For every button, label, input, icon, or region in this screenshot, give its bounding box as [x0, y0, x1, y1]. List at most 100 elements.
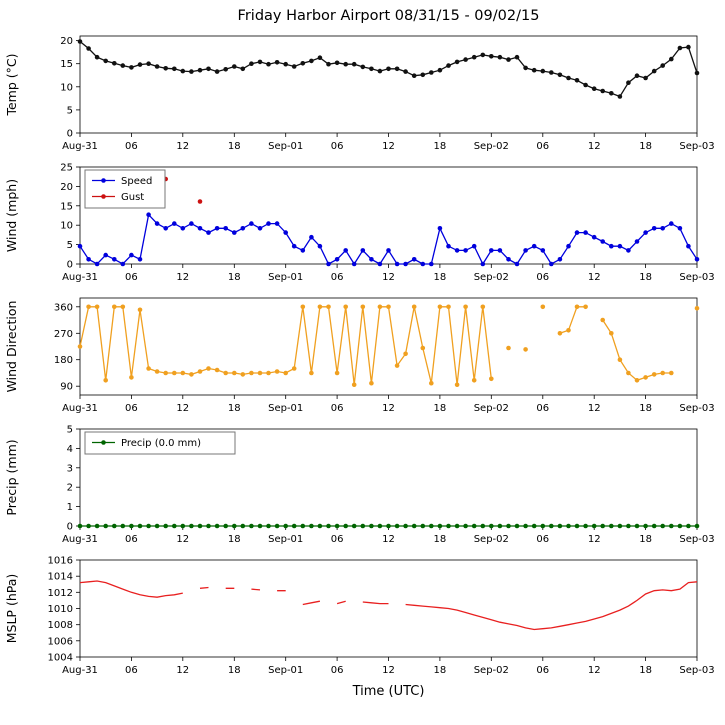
svg-text:Sep-01: Sep-01 — [268, 403, 303, 414]
svg-text:Wind Direction: Wind Direction — [4, 301, 19, 393]
svg-text:10: 10 — [60, 221, 73, 232]
svg-text:18: 18 — [228, 665, 241, 676]
svg-text:06: 06 — [331, 403, 344, 414]
svg-text:5: 5 — [67, 425, 73, 436]
svg-text:Sep-03: Sep-03 — [679, 403, 714, 414]
svg-text:Sep-03: Sep-03 — [679, 141, 714, 152]
svg-text:Sep-03: Sep-03 — [679, 534, 714, 545]
svg-text:06: 06 — [331, 141, 344, 152]
svg-text:18: 18 — [639, 272, 652, 283]
svg-text:0: 0 — [67, 522, 73, 533]
svg-text:10: 10 — [60, 82, 73, 93]
svg-text:Sep-02: Sep-02 — [474, 403, 509, 414]
svg-text:5: 5 — [67, 240, 73, 251]
svg-text:3: 3 — [67, 463, 73, 474]
svg-text:12: 12 — [382, 403, 395, 414]
svg-text:360: 360 — [54, 302, 73, 313]
svg-text:12: 12 — [382, 534, 395, 545]
svg-text:06: 06 — [125, 665, 138, 676]
svg-text:06: 06 — [331, 272, 344, 283]
svg-text:1006: 1006 — [48, 636, 73, 647]
svg-text:1010: 1010 — [48, 604, 73, 615]
svg-text:Sep-01: Sep-01 — [268, 534, 303, 545]
svg-text:06: 06 — [125, 403, 138, 414]
temp-subplot: 0 5 10 15 20 Aug-31 06 12 18 Sep-01 06 12 18 Sep-02 06… — [4, 35, 715, 152]
svg-text:12: 12 — [588, 534, 601, 545]
svg-text:06: 06 — [536, 403, 549, 414]
svg-text:18: 18 — [434, 141, 447, 152]
svg-text:06: 06 — [125, 534, 138, 545]
svg-text:12: 12 — [382, 141, 395, 152]
svg-text:1016: 1016 — [48, 556, 73, 567]
svg-text:06: 06 — [536, 534, 549, 545]
svg-text:Aug-31: Aug-31 — [62, 665, 98, 676]
wind-direction-subplot: 90 180 270 360 Aug-31 06 12 18 Sep-01 06 12 18 Sep-0… — [4, 297, 715, 414]
svg-text:Gust: Gust — [121, 192, 144, 203]
svg-text:06: 06 — [125, 272, 138, 283]
svg-text:18: 18 — [228, 403, 241, 414]
svg-text:Sep-01: Sep-01 — [268, 141, 303, 152]
svg-text:06: 06 — [536, 665, 549, 676]
svg-text:18: 18 — [434, 272, 447, 283]
svg-text:Sep-02: Sep-02 — [474, 141, 509, 152]
svg-text:1: 1 — [67, 502, 73, 513]
svg-text:18: 18 — [434, 403, 447, 414]
svg-text:25: 25 — [60, 163, 73, 174]
svg-text:12: 12 — [588, 141, 601, 152]
svg-text:Sep-02: Sep-02 — [474, 272, 509, 283]
svg-text:18: 18 — [639, 403, 652, 414]
svg-text:2: 2 — [67, 483, 73, 494]
svg-text:5: 5 — [67, 105, 73, 116]
svg-text:Aug-31: Aug-31 — [62, 272, 98, 283]
svg-text:1014: 1014 — [48, 572, 73, 583]
svg-text:12: 12 — [588, 665, 601, 676]
svg-text:Sep-01: Sep-01 — [268, 272, 303, 283]
svg-text:18: 18 — [434, 534, 447, 545]
svg-text:15: 15 — [60, 201, 73, 212]
svg-text:06: 06 — [536, 272, 549, 283]
svg-text:12: 12 — [588, 403, 601, 414]
svg-text:Wind (mph): Wind (mph) — [4, 179, 19, 252]
svg-text:Sep-02: Sep-02 — [474, 534, 509, 545]
svg-text:Precip (0.0 mm): Precip (0.0 mm) — [121, 438, 201, 449]
svg-text:20: 20 — [60, 36, 73, 47]
svg-text:1008: 1008 — [48, 620, 73, 631]
svg-text:Sep-02: Sep-02 — [474, 665, 509, 676]
svg-text:1012: 1012 — [48, 588, 73, 599]
svg-text:20: 20 — [60, 182, 73, 193]
svg-text:12: 12 — [176, 403, 189, 414]
svg-text:Sep-03: Sep-03 — [679, 665, 714, 676]
svg-text:06: 06 — [331, 534, 344, 545]
svg-text:Speed: Speed — [121, 176, 152, 187]
svg-text:12: 12 — [176, 665, 189, 676]
svg-text:06: 06 — [125, 141, 138, 152]
svg-text:15: 15 — [60, 59, 73, 70]
x-axis-label: Time (UTC) — [352, 684, 425, 699]
svg-text:18: 18 — [639, 534, 652, 545]
svg-text:18: 18 — [639, 665, 652, 676]
svg-text:12: 12 — [382, 272, 395, 283]
svg-text:18: 18 — [639, 141, 652, 152]
svg-text:18: 18 — [228, 534, 241, 545]
svg-text:18: 18 — [434, 665, 447, 676]
svg-text:0: 0 — [67, 260, 73, 271]
mslp-subplot: 1004 1006 1008 1010 1012 1014 1016 Aug-31 06 12 18… — [4, 556, 715, 677]
svg-text:MSLP (hPa): MSLP (hPa) — [4, 574, 19, 644]
svg-text:0: 0 — [67, 129, 73, 140]
svg-text:90: 90 — [60, 382, 73, 393]
svg-text:12: 12 — [176, 534, 189, 545]
svg-text:1004: 1004 — [48, 653, 73, 664]
svg-text:4: 4 — [67, 444, 73, 455]
svg-text:Precip (mm): Precip (mm) — [4, 439, 19, 515]
svg-text:12: 12 — [588, 272, 601, 283]
svg-text:Aug-31: Aug-31 — [62, 141, 98, 152]
wind-speed-subplot: 0 5 10 15 20 25 Aug-31 06 12 18 Sep-01 06 12 18 Sep-02… — [4, 163, 715, 284]
svg-text:12: 12 — [382, 665, 395, 676]
svg-text:Temp (°C): Temp (°C) — [4, 53, 19, 116]
svg-text:Aug-31: Aug-31 — [62, 403, 98, 414]
svg-text:180: 180 — [54, 355, 73, 366]
svg-text:270: 270 — [54, 329, 73, 340]
svg-text:18: 18 — [228, 272, 241, 283]
